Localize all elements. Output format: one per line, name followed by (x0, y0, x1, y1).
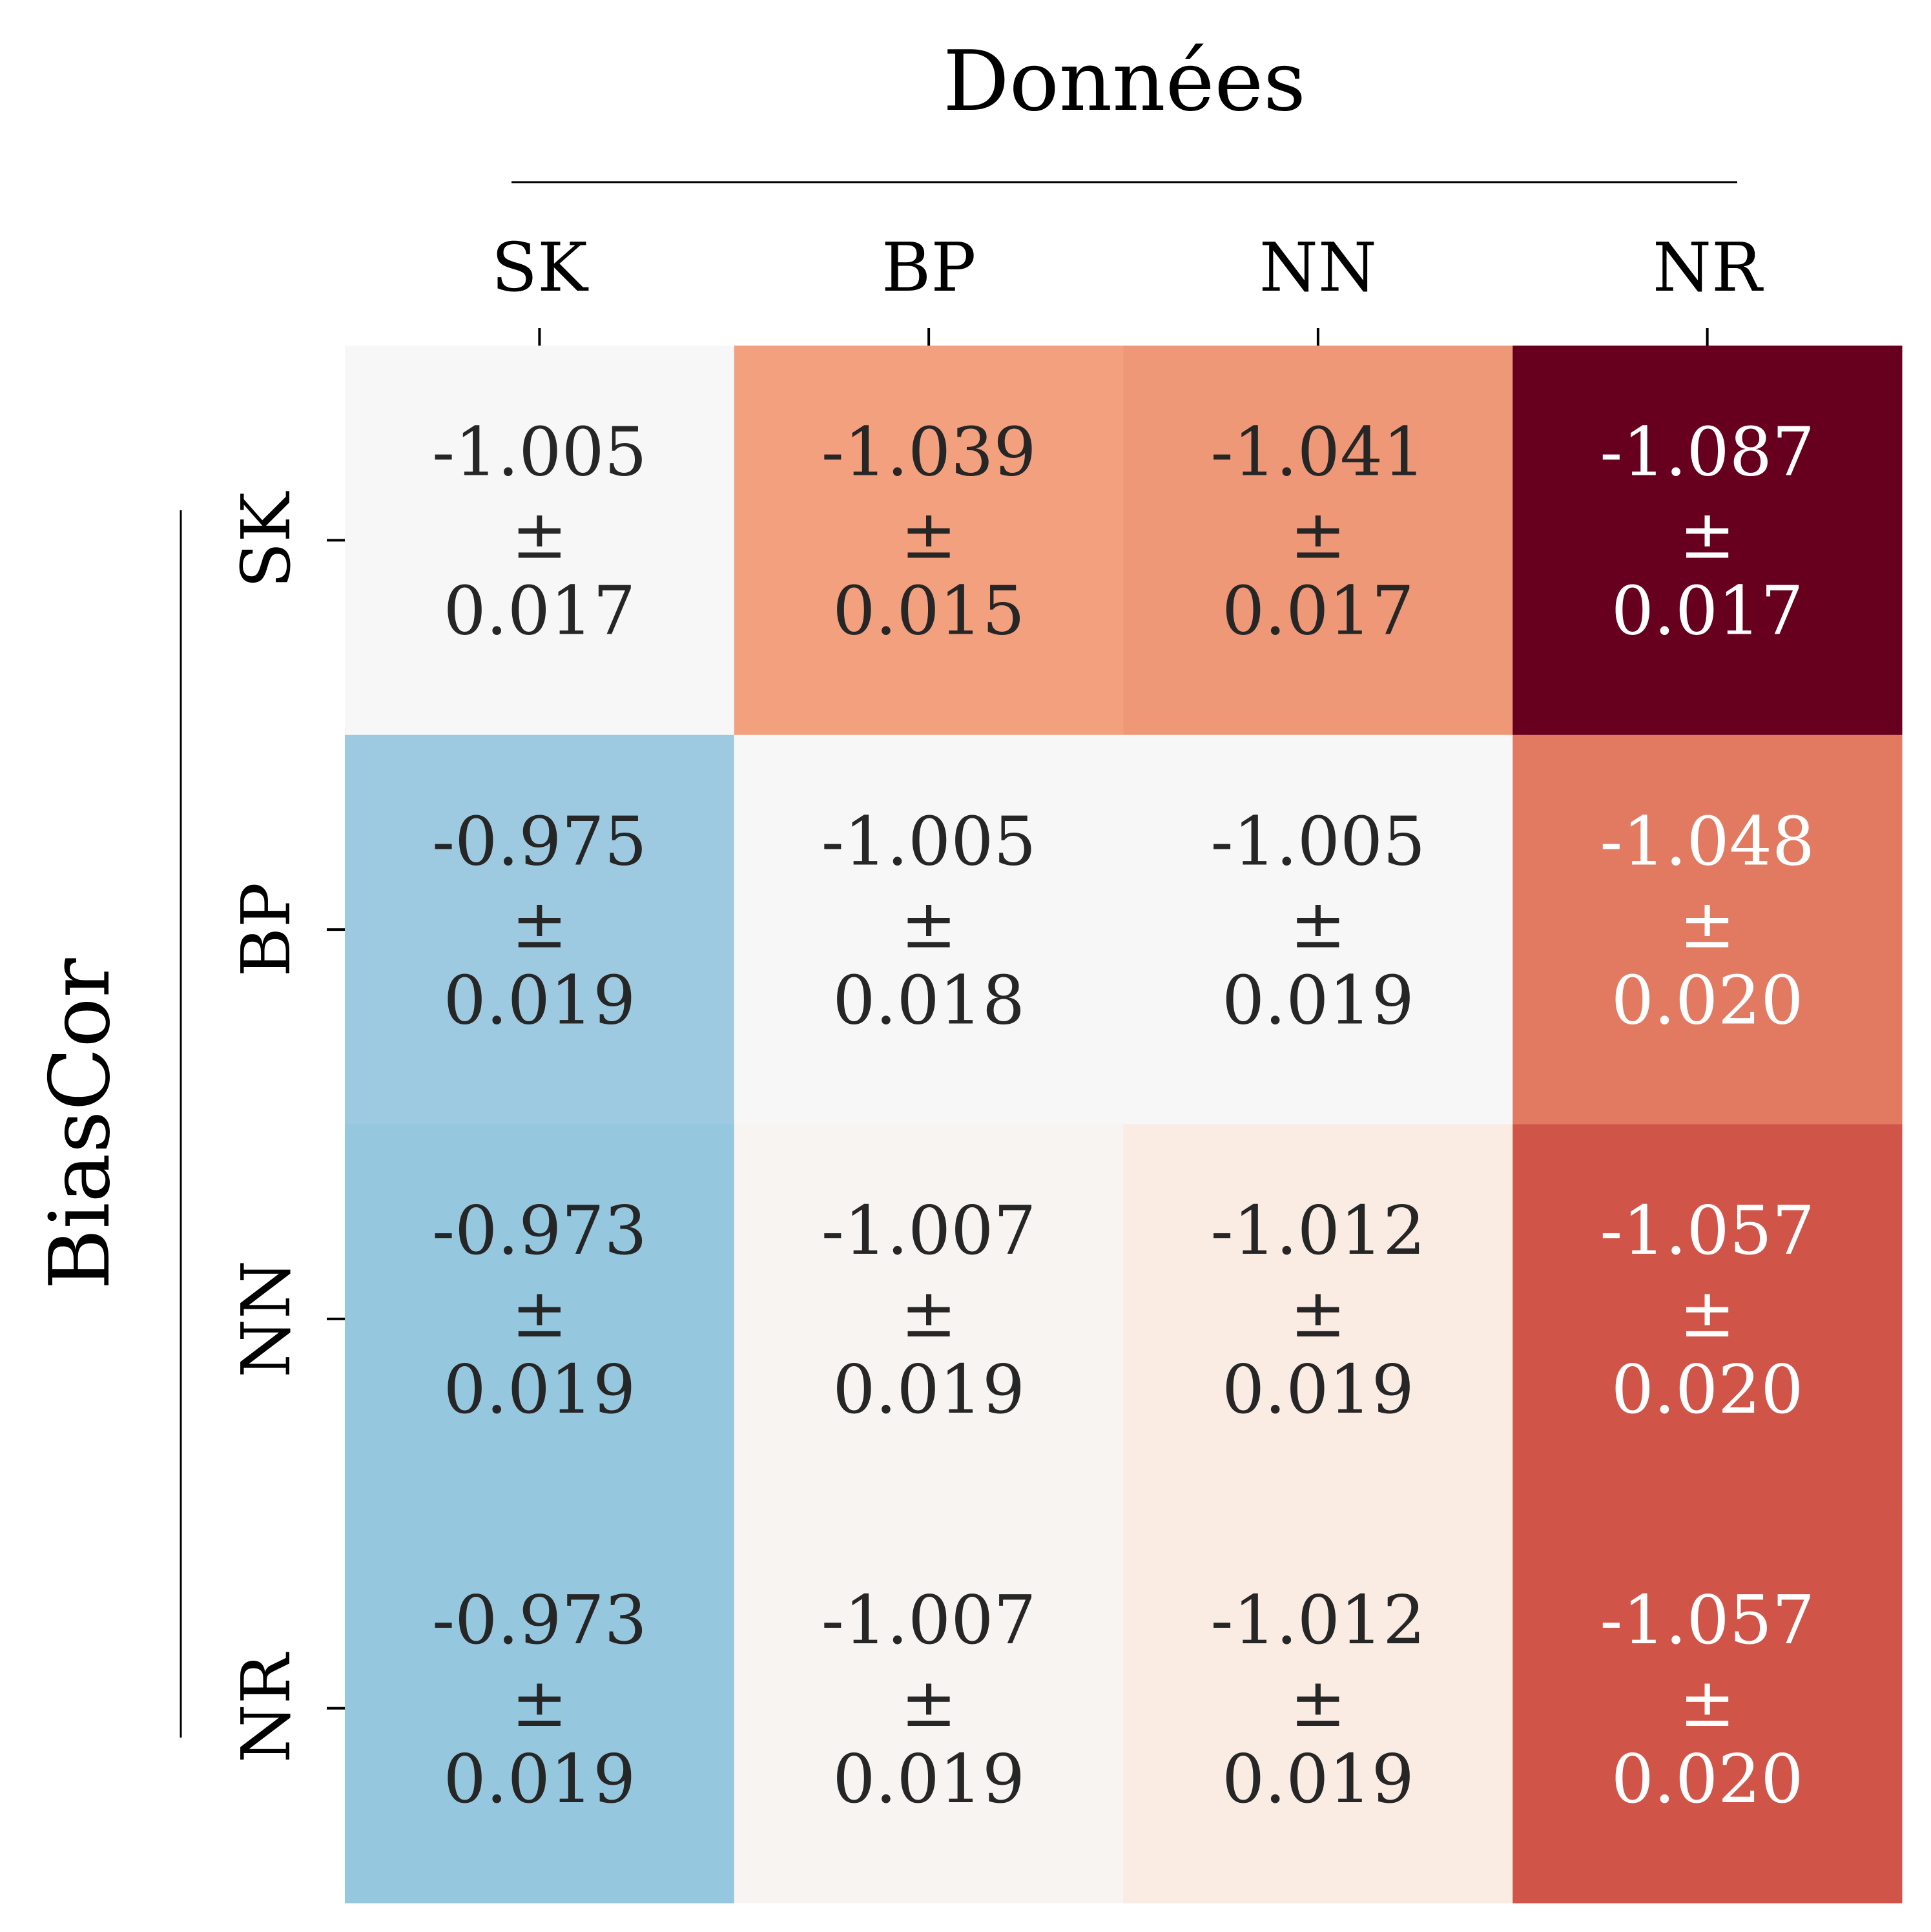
heatmap-cell (345, 1513, 735, 1904)
cell-value-label: -1.048 (1600, 802, 1815, 880)
cell-error-label: 0.019 (1222, 1740, 1414, 1818)
cell-error-label: 0.015 (832, 572, 1025, 650)
cell-pm-symbol: ± (1679, 1274, 1735, 1353)
cell-value-label: -1.041 (1210, 413, 1425, 492)
y-tick-label: NN (227, 1260, 305, 1378)
heatmap-cell (734, 1124, 1124, 1514)
cell-pm-symbol: ± (901, 1663, 957, 1742)
cell-pm-symbol: ± (1679, 1663, 1735, 1742)
x-ticks: SK BP NN NR (491, 228, 1764, 346)
x-tick-label: NN (1259, 228, 1377, 307)
cell-pm-symbol: ± (1679, 884, 1735, 963)
cell-value-label: -1.005 (432, 413, 647, 492)
heatmap-cells (345, 346, 1903, 1904)
x-tick-label: SK (491, 228, 589, 307)
heatmap-cell (734, 1513, 1124, 1904)
cell-error-label: 0.019 (832, 1740, 1025, 1818)
cell-error-label: 0.020 (1611, 1350, 1804, 1429)
cell-value-label: -1.057 (1600, 1191, 1815, 1270)
y-axis-label: BiasCor (32, 958, 129, 1290)
cell-pm-symbol: ± (511, 1663, 568, 1742)
cell-pm-symbol: ± (1290, 884, 1346, 963)
heatmap-cell (1123, 734, 1513, 1125)
cell-pm-symbol: ± (901, 1274, 957, 1353)
cell-error-label: 0.019 (832, 1350, 1025, 1429)
cell-value-label: -0.973 (432, 1191, 647, 1270)
x-axis-label: Données (943, 34, 1306, 130)
cell-pm-symbol: ± (511, 495, 568, 574)
y-tick-label: SK (227, 491, 305, 588)
cell-error-label: 0.019 (1222, 961, 1414, 1039)
cell-error-label: 0.019 (444, 1740, 636, 1818)
cell-value-label: -0.975 (432, 802, 647, 880)
heatmap-cell (1513, 734, 1903, 1125)
cell-value-label: -1.005 (1210, 802, 1425, 880)
cell-pm-symbol: ± (1290, 495, 1346, 574)
cell-pm-symbol: ± (901, 495, 957, 574)
cell-pm-symbol: ± (511, 1274, 568, 1353)
cell-pm-symbol: ± (1679, 495, 1735, 574)
cell-error-label: 0.017 (444, 572, 636, 650)
cell-error-label: 0.019 (444, 961, 636, 1039)
cell-value-label: -1.057 (1600, 1581, 1815, 1659)
x-tick-label: BP (882, 228, 976, 307)
heatmap-cell (1123, 1513, 1513, 1904)
heatmap-cell (345, 346, 735, 736)
heatmap-cell (345, 734, 735, 1125)
heatmap-cell (1123, 346, 1513, 736)
cell-value-label: -0.973 (432, 1581, 647, 1659)
x-axis: Données SK BP NN NR (491, 34, 1764, 346)
y-tick-label: BP (227, 882, 305, 977)
heatmap-cell (734, 734, 1124, 1125)
x-tick-label: NR (1653, 228, 1764, 307)
y-tick-label: NR (227, 1652, 305, 1763)
cell-value-label: -1.007 (821, 1581, 1037, 1659)
cell-error-label: 0.018 (832, 961, 1025, 1039)
cell-value-label: -1.005 (821, 802, 1037, 880)
cell-pm-symbol: ± (1290, 1663, 1346, 1742)
cell-error-label: 0.019 (444, 1350, 636, 1429)
y-ticks: SK BP NN NR (227, 491, 345, 1763)
cell-value-label: -1.087 (1600, 413, 1815, 492)
cell-pm-symbol: ± (1290, 1274, 1346, 1353)
cell-labels: -1.005±0.017-1.039±0.015-1.041±0.017-1.0… (432, 413, 1815, 1818)
heatmap-cell (734, 346, 1124, 736)
y-axis: BiasCor SK BP NN NR (32, 491, 345, 1763)
heatmap-cell (1513, 346, 1903, 736)
cell-error-label: 0.019 (1222, 1350, 1414, 1429)
cell-error-label: 0.017 (1611, 572, 1804, 650)
cell-value-label: -1.012 (1210, 1581, 1425, 1659)
heatmap-cell (1513, 1513, 1903, 1904)
cell-error-label: 0.017 (1222, 572, 1414, 650)
cell-value-label: -1.039 (821, 413, 1037, 492)
cell-error-label: 0.020 (1611, 961, 1804, 1039)
cell-pm-symbol: ± (511, 884, 568, 963)
cell-error-label: 0.020 (1611, 1740, 1804, 1818)
cell-pm-symbol: ± (901, 884, 957, 963)
heatmap-cell (1123, 1124, 1513, 1514)
cell-value-label: -1.012 (1210, 1191, 1425, 1270)
cell-value-label: -1.007 (821, 1191, 1037, 1270)
heatmap-cell (1513, 1124, 1903, 1514)
heatmap-cell (345, 1124, 735, 1514)
